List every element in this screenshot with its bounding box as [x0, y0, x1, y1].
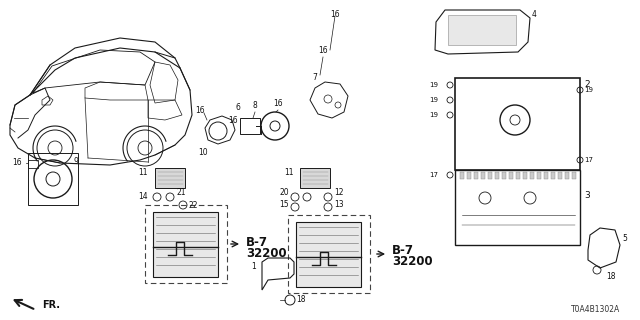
Text: 11: 11 — [138, 168, 148, 177]
Bar — [455, 78, 580, 170]
Text: 8: 8 — [253, 101, 257, 110]
Text: 32200: 32200 — [392, 255, 433, 268]
Text: 19: 19 — [429, 97, 438, 103]
Text: 16: 16 — [273, 99, 283, 108]
Bar — [145, 205, 227, 283]
Text: 17: 17 — [584, 157, 593, 163]
Bar — [565, 172, 569, 179]
Text: 15: 15 — [280, 199, 289, 209]
Bar — [523, 172, 527, 179]
Text: B-7: B-7 — [246, 236, 268, 249]
Bar — [155, 168, 185, 188]
Text: 3: 3 — [584, 190, 589, 199]
Text: 12: 12 — [334, 188, 344, 196]
Bar — [296, 222, 361, 287]
Bar — [455, 170, 580, 245]
Text: 5: 5 — [622, 234, 627, 243]
Text: 16: 16 — [195, 106, 205, 115]
Bar — [240, 118, 260, 134]
Text: 9: 9 — [73, 157, 78, 166]
Text: 7: 7 — [312, 73, 317, 82]
Bar — [509, 172, 513, 179]
Text: 16: 16 — [330, 10, 340, 19]
Text: 16: 16 — [228, 116, 238, 124]
Bar — [28, 153, 78, 205]
Bar — [530, 172, 534, 179]
Text: 1: 1 — [252, 262, 256, 271]
Text: FR.: FR. — [42, 300, 60, 310]
Text: 32200: 32200 — [246, 247, 287, 260]
Bar — [495, 172, 499, 179]
Bar — [153, 212, 218, 277]
Bar — [488, 172, 492, 179]
Bar — [474, 172, 478, 179]
Bar — [558, 172, 562, 179]
Text: 2: 2 — [584, 80, 589, 89]
Text: 18: 18 — [606, 272, 616, 281]
Text: B-7: B-7 — [392, 244, 414, 257]
Bar — [544, 172, 548, 179]
Bar — [448, 15, 516, 45]
Text: 22: 22 — [188, 201, 198, 210]
Bar — [467, 172, 471, 179]
Text: 19: 19 — [584, 87, 593, 93]
Text: 11: 11 — [285, 168, 294, 177]
Bar — [481, 172, 485, 179]
Bar — [502, 172, 506, 179]
Text: 14: 14 — [138, 191, 148, 201]
Text: 17: 17 — [429, 172, 438, 178]
Text: 13: 13 — [334, 199, 344, 209]
Bar — [460, 172, 464, 179]
Bar — [288, 215, 370, 293]
Text: 18: 18 — [296, 295, 305, 305]
Text: 16: 16 — [12, 157, 22, 166]
Bar — [537, 172, 541, 179]
Text: 10: 10 — [198, 148, 208, 157]
Bar — [572, 172, 576, 179]
Text: 20: 20 — [280, 188, 289, 196]
Bar — [551, 172, 555, 179]
Text: 4: 4 — [532, 10, 537, 19]
Bar — [516, 172, 520, 179]
Text: 6: 6 — [236, 103, 241, 112]
Bar — [28, 160, 38, 168]
Text: 21: 21 — [176, 188, 186, 196]
Text: 19: 19 — [429, 82, 438, 88]
Text: 19: 19 — [429, 112, 438, 118]
Text: T0A4B1302A: T0A4B1302A — [572, 305, 621, 314]
Bar — [300, 168, 330, 188]
Text: 16: 16 — [318, 46, 328, 55]
